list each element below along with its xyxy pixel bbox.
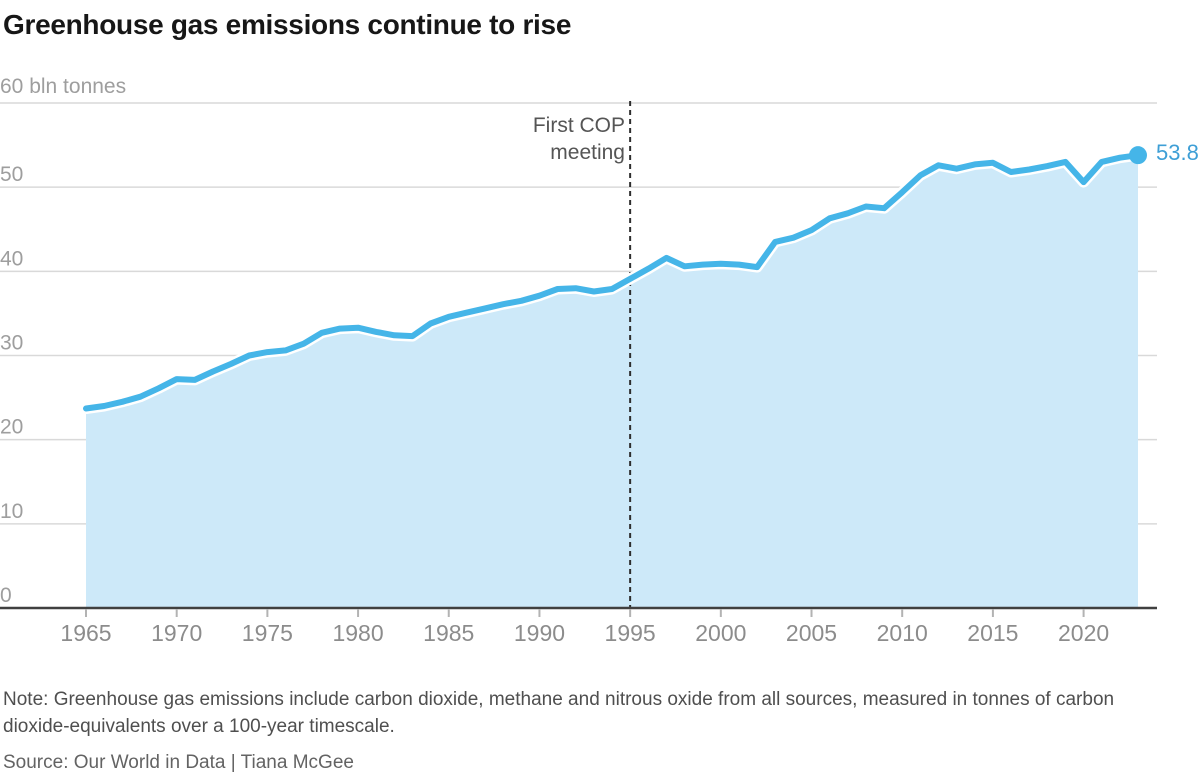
x-tick-label: 1970 <box>151 620 202 646</box>
x-tick-label: 1975 <box>242 620 293 646</box>
y-tick-label: 30 <box>0 332 23 355</box>
y-tick-label: 50 <box>0 163 23 186</box>
x-tick-label: 2000 <box>695 620 746 646</box>
x-tick-label: 2005 <box>786 620 837 646</box>
note-text: Note: Greenhouse gas emissions include c… <box>3 689 1115 737</box>
x-tick-label: 1985 <box>423 620 474 646</box>
first-cop-annotation-line2: meeting <box>550 141 625 164</box>
first-cop-annotation: First COP meeting <box>385 112 625 166</box>
y-tick-label: 0 <box>0 584 12 607</box>
x-tick-label: 1980 <box>332 620 383 646</box>
x-tick-label: 1995 <box>605 620 656 646</box>
x-tick-label: 2015 <box>967 620 1018 646</box>
x-tick-label: 1965 <box>60 620 111 646</box>
end-value-label: 53.8 <box>1156 140 1199 165</box>
first-cop-annotation-line1: First COP <box>532 114 625 137</box>
y-tick-label: 40 <box>0 247 23 270</box>
source-text: Source: Our World in Data | Tiana McGee <box>3 752 354 773</box>
x-tick-label: 2020 <box>1058 620 1109 646</box>
y-tick-label: 10 <box>0 500 23 523</box>
end-point-dot <box>1129 146 1147 165</box>
x-tick-label: 1990 <box>514 620 565 646</box>
chart-title: Greenhouse gas emissions continue to ris… <box>3 9 572 40</box>
y-tick-label: 20 <box>0 416 23 439</box>
emissions-area <box>86 155 1138 607</box>
y-axis-unit-label: 60 bln tonnes <box>0 75 127 98</box>
emissions-line <box>83 152 1141 412</box>
x-tick-label: 2010 <box>877 620 928 646</box>
